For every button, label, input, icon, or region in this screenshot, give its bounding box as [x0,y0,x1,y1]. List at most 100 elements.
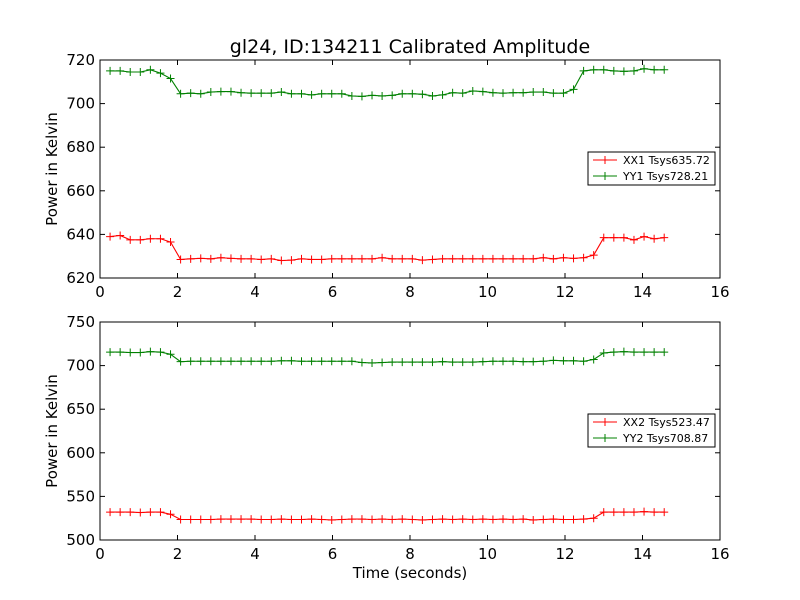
top-series-1-point [529,254,538,263]
top-legend-label: YY1 Tsys728.21 [622,170,708,183]
bottom-series-2-point [186,357,195,366]
bottom-series-2-point [640,348,649,357]
top-series-2-point [569,85,578,94]
top-legend-label: XX1 Tsys635.72 [623,154,710,167]
top-series-1-point [468,254,477,263]
bottom-series-2-point [398,358,407,367]
bottom-series-2-point [166,350,175,359]
bottom-series-2-point [499,357,507,366]
top-series-2-point [267,89,276,98]
bottom-series-1-point [640,507,649,516]
top-series-2-point [468,86,477,95]
top-series-1-point [609,233,618,242]
bottom-y-tick-label: 650 [66,400,95,418]
top-series-2-point [499,89,507,98]
bottom-legend-box [587,413,716,448]
bottom-series-2-point [579,357,588,366]
bottom-series-1-point [589,514,598,523]
top-series-1-point [509,254,518,263]
bottom-series-1-point [609,508,618,517]
top-series-1-point [579,253,588,262]
bottom-series-1-point [650,508,659,517]
top-series-2-point [448,88,457,97]
bottom-series-1-point [186,515,195,524]
top-legend-marker [601,172,609,180]
top-legend-box [587,151,716,186]
bottom-series-2-point [488,357,497,366]
bottom-series-2-point [619,347,628,356]
top-series-1-point [327,254,336,263]
top-series-2-point [287,89,296,98]
top-series-1-point [136,235,145,244]
bottom-series-1-point [206,515,215,524]
bottom-x-tick-label: 10 [478,545,497,563]
bottom-y-tick-label: 550 [66,487,95,505]
top-series-2-point [136,67,145,76]
top-series-2-point [428,91,437,100]
top-series-2-point [317,89,326,98]
chart-title: gl24, ID:134211 Calibrated Amplitude [230,36,590,58]
bottom-series-1-point [237,515,246,524]
bottom-series-2-point [408,358,417,367]
top-panel: 0 2 4 6 8 10 12 14 16 620 640 660 680 700 720 Power in … [43,51,730,301]
top-series-1-point [166,238,175,247]
bottom-series-1-point [317,515,326,524]
top-y-tick-label: 660 [66,182,95,200]
bottom-series-2-point [599,348,608,357]
top-series-1-point [398,254,407,263]
bottom-series-2-point [277,356,286,365]
top-series-1-point [126,235,135,244]
top-series-1-point [650,234,659,243]
top-series-1-point [589,251,598,260]
top-series-2-point [579,66,588,75]
top-series-1-point [116,231,125,240]
top-series-2-point [216,87,225,96]
bottom-x-tick-label: 4 [250,545,260,563]
bottom-series-2-point [559,356,568,365]
bottom-legend-label: XX2 Tsys523.47 [623,416,710,429]
top-series-1-point [146,234,155,243]
bottom-panel: 0 2 4 6 8 10 12 14 16 500 550 600 650 700 750 Power in … [43,313,730,563]
top-series-2-point [237,88,246,97]
top-series-1-point [347,254,356,263]
bottom-series-1-point [196,515,205,524]
top-series-2-point [166,74,175,83]
bottom-series-2-point [196,357,205,366]
bottom-series-2-point [327,357,336,366]
top-series-1-point [549,254,558,263]
top-series-1-point [186,254,195,263]
bottom-series-1-point [327,515,336,524]
bottom-series-2-point [519,357,528,366]
bottom-series-2-point [388,358,397,367]
top-series-2-point [368,91,377,100]
top-series-2-point [156,69,165,78]
top-series-1-point [156,234,165,243]
bottom-legend-label: YY2 Tsys708.87 [622,432,708,445]
bottom-series-1-point [136,508,145,517]
top-series-2-point [589,65,598,74]
top-series-1-point [287,256,296,265]
bottom-series-1-point [499,515,507,524]
bottom-series-1-point [509,515,518,524]
top-x-tick-label: 12 [555,283,574,301]
bottom-series-1-point [347,515,356,524]
top-series-1-point [640,232,649,241]
bottom-series-1-point [307,515,316,524]
bottom-y-axis-label: Power in Kelvin [43,374,61,488]
bottom-series-1-point [549,515,558,524]
bottom-series-1-point [176,515,185,524]
bottom-series-2-point [317,357,326,366]
top-x-tick-label: 8 [405,283,415,301]
top-series-2-point [247,89,256,98]
top-series-2-point [519,88,528,97]
bottom-series-1-point [418,515,427,524]
top-series-2-point [609,66,618,75]
bottom-series-2-point [589,355,598,364]
top-series-1-point [458,254,467,263]
top-x-tick-label: 4 [250,283,260,301]
top-series-1-point [428,255,437,264]
top-series-2-point [438,90,447,99]
bottom-series-1-point [106,508,115,517]
top-series-1-point [408,254,417,263]
top-series-2-point [478,87,487,96]
